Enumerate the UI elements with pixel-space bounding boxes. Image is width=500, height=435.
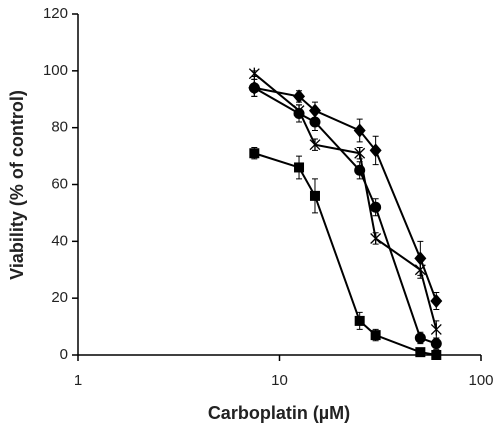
marker	[430, 294, 443, 309]
marker	[249, 148, 260, 159]
x-tick-label: 100	[468, 372, 493, 389]
marker	[430, 323, 442, 336]
y-tick-label: 0	[60, 346, 68, 363]
marker	[431, 350, 442, 360]
marker	[309, 190, 320, 201]
marker	[370, 201, 382, 213]
marker	[308, 103, 321, 118]
y-tick-label: 60	[51, 175, 68, 192]
marker	[293, 89, 306, 104]
y-tick-label: 40	[51, 232, 68, 249]
y-tick-label: 20	[51, 289, 68, 306]
marker	[293, 104, 305, 117]
marker	[309, 116, 321, 128]
marker	[294, 162, 305, 173]
y-tick-label: 120	[43, 5, 68, 22]
marker	[414, 251, 427, 266]
y-tick-label: 100	[43, 62, 68, 79]
marker	[370, 330, 381, 341]
marker	[354, 147, 366, 160]
y-axis-title: Viability (% of control)	[7, 90, 27, 280]
marker	[354, 315, 365, 326]
y-tick-label: 80	[51, 119, 68, 136]
series-line	[254, 152, 437, 356]
marker	[309, 138, 321, 151]
marker	[414, 263, 426, 276]
series-line	[253, 72, 438, 330]
x-tick-label: 1	[74, 372, 82, 389]
marker	[370, 232, 382, 245]
x-tick-label: 10	[271, 372, 288, 389]
marker	[430, 338, 442, 350]
x-axis-title: Carboplatin (µM)	[208, 403, 350, 423]
series-line	[254, 86, 438, 302]
marker	[248, 67, 260, 80]
marker	[369, 143, 382, 158]
marker	[248, 82, 260, 94]
marker	[414, 332, 426, 344]
series-line	[253, 87, 437, 345]
marker	[415, 347, 426, 358]
marker	[353, 123, 366, 138]
